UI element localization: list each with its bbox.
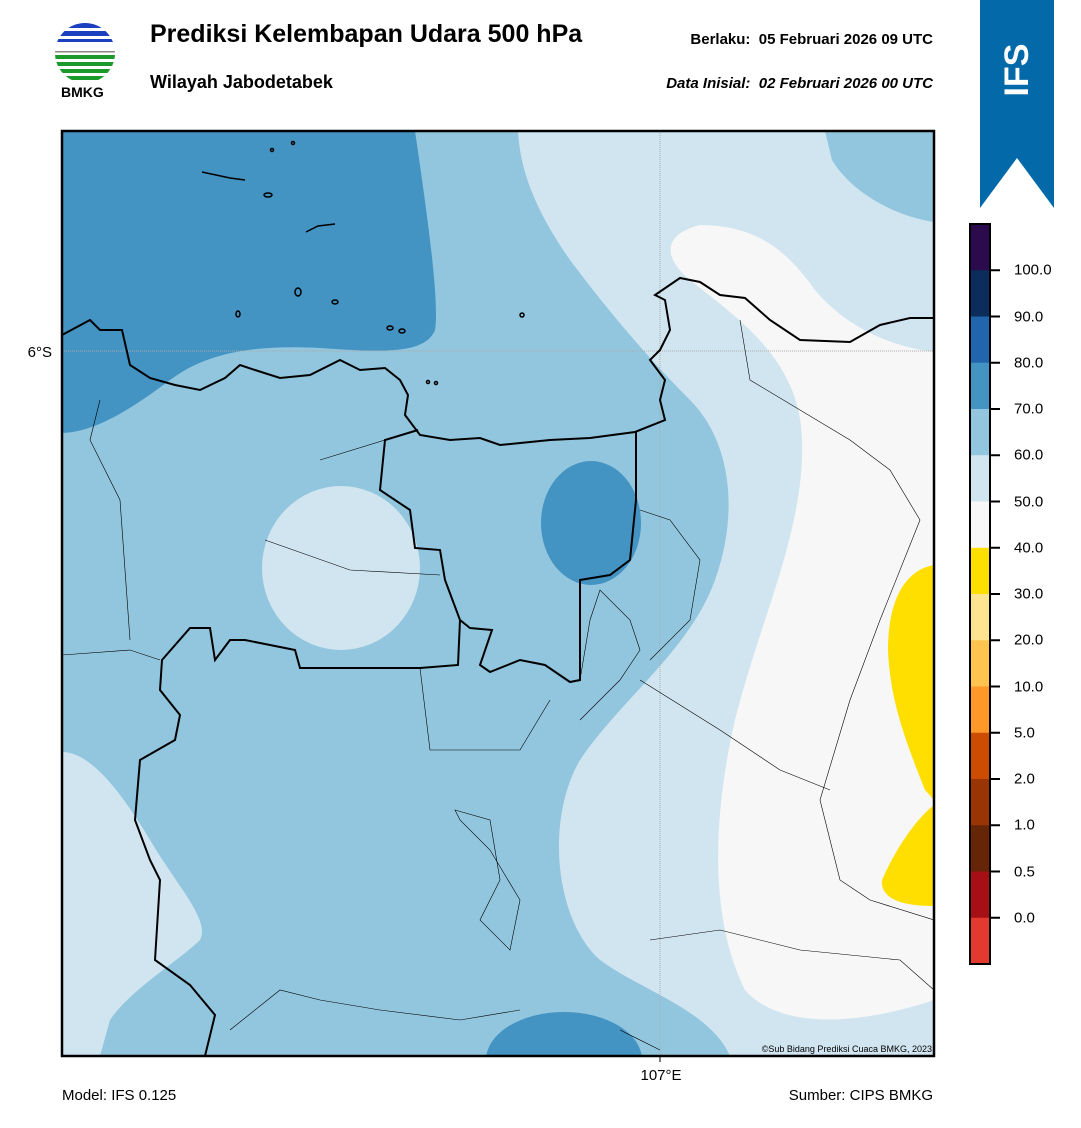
contour-50-60-west [262, 486, 420, 650]
colorbar-segment [970, 455, 990, 502]
ifs-ribbon: IFS [980, 0, 1054, 208]
colorbar-segment [970, 547, 990, 595]
colorbar-segment [970, 270, 990, 317]
colorbar-segment [970, 640, 990, 687]
bmkg-logo-icon [55, 23, 115, 80]
colorbar-label: 30.0 [1014, 585, 1044, 603]
map-credit: ©Sub Bidang Prediksi Cuaca BMKG, 2023 [762, 1044, 932, 1054]
contour-60-70-ne [825, 131, 934, 222]
colorbar-label: 60.0 [1014, 446, 1044, 464]
colorbar-segment [970, 732, 990, 780]
colorbar-segment [970, 409, 990, 456]
lon-label: 107°E [640, 1067, 681, 1084]
district-borders [62, 319, 934, 1051]
model-badge: IFS [998, 44, 1036, 97]
colorbar-label: 0.5 [1014, 863, 1035, 880]
colorbar-label: 20.0 [1014, 631, 1044, 649]
contour-30-40-a [888, 565, 934, 800]
colorbar-segment [970, 779, 990, 826]
colorbar-label: 70.0 [1014, 400, 1044, 418]
colorbar-label: 40.0 [1014, 539, 1044, 557]
colorbar-label: 0.0 [1014, 909, 1035, 927]
colorbar-segment [970, 224, 990, 271]
province-border [133, 429, 462, 1056]
colorbar-label: 100.0 [1014, 261, 1052, 279]
contour-70-80-south [486, 1012, 642, 1056]
colorbar [969, 223, 1000, 965]
colorbar-segment [970, 594, 990, 641]
lat-label: 6°S [28, 344, 52, 361]
colorbar-segment [970, 316, 990, 364]
contour-70-80-nw [62, 131, 436, 433]
map-frame [60, 129, 936, 1058]
colorbar-label: 10.0 [1014, 678, 1044, 695]
logo-text: BMKG [61, 84, 104, 100]
colorbar-label: 2.0 [1014, 770, 1035, 788]
colorbar-label: 50.0 [1014, 493, 1044, 510]
map-title: Prediksi Kelembapan Udara 500 hPa [150, 20, 583, 48]
contour-40-50 [670, 225, 934, 1020]
colorbar-label: 1.0 [1014, 816, 1035, 834]
coastline [62, 276, 934, 447]
source-info: Sumber: CIPS BMKG [788, 1087, 933, 1104]
colorbar-segment [970, 917, 990, 965]
colorbar-label: 90.0 [1014, 308, 1044, 325]
map-subtitle: Wilayah Jabodetabek [150, 72, 333, 92]
model-info: Model: IFS 0.125 [62, 1087, 177, 1104]
colorbar-segment [970, 825, 990, 872]
colorbar-label: 5.0 [1014, 724, 1035, 742]
contour-70-80-center [541, 461, 641, 585]
colorbar-segment [970, 362, 990, 410]
colorbar-label: 80.0 [1014, 354, 1044, 372]
contour-50-60-sw [62, 752, 202, 1056]
islands [201, 140, 525, 386]
colorbar-segment [970, 871, 990, 919]
province-border-2 [459, 432, 637, 684]
valid-time: Berlaku: 05 Februari 2026 09 UTC [690, 31, 933, 48]
init-time: Data Inisial: 02 Februari 2026 00 UTC [666, 75, 933, 92]
colorbar-segment [970, 686, 990, 734]
colorbar-segment [970, 501, 990, 549]
contour-30-40-b [881, 805, 934, 906]
